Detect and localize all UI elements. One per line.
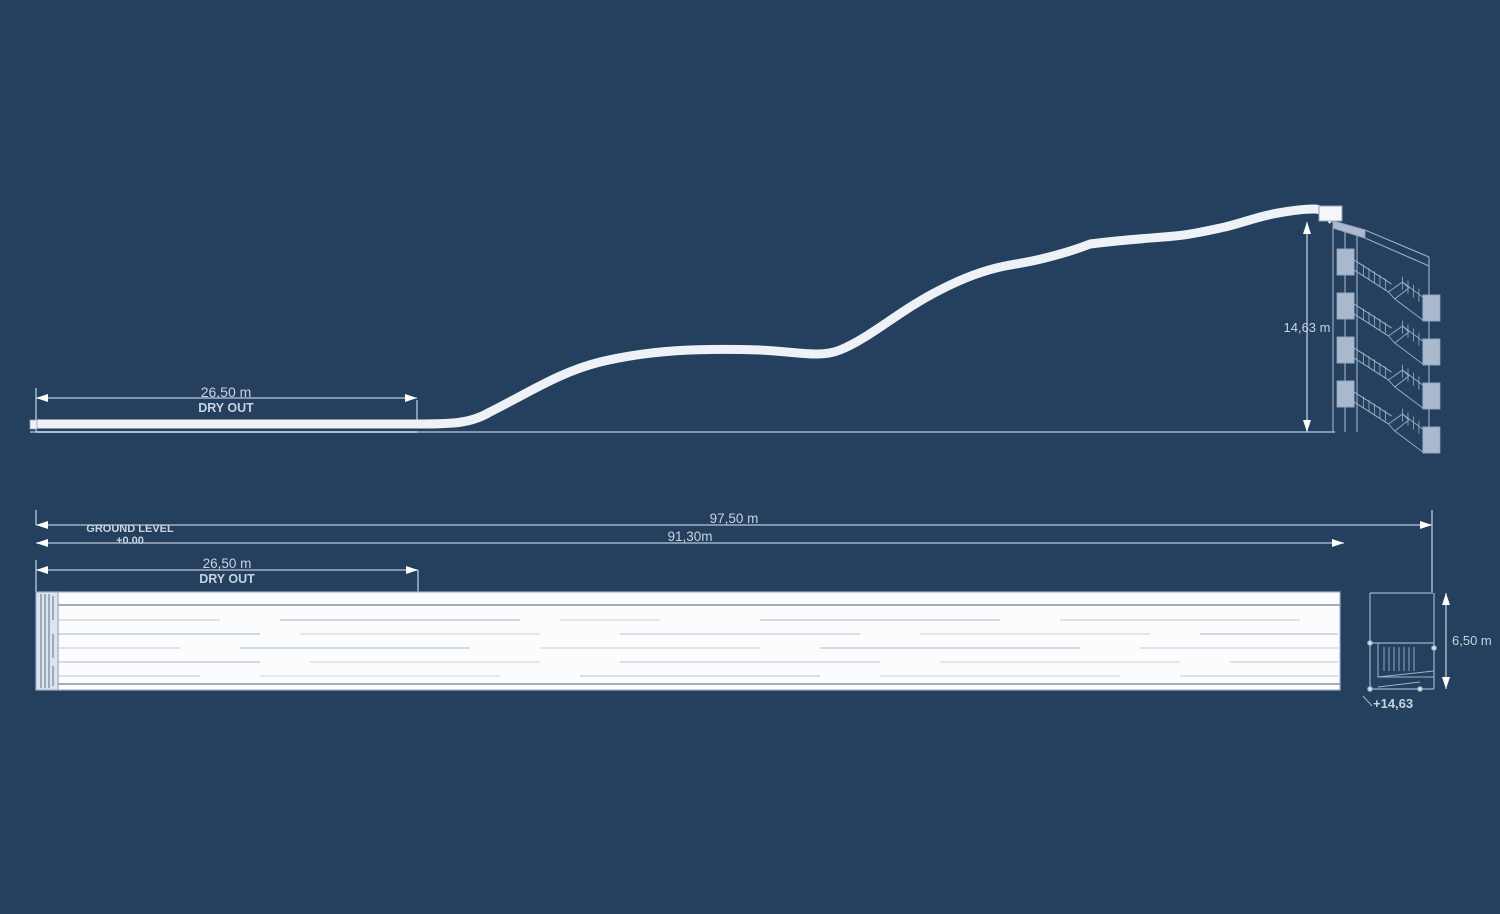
svg-text:26,50 m: 26,50 m bbox=[201, 384, 252, 400]
svg-text:6,50 m: 6,50 m bbox=[1452, 633, 1492, 648]
svg-text:+0.00: +0.00 bbox=[116, 535, 144, 547]
svg-text:GROUND LEVEL: GROUND LEVEL bbox=[86, 523, 174, 535]
svg-text:DRY OUT: DRY OUT bbox=[199, 572, 255, 586]
svg-text:+14,63: +14,63 bbox=[1373, 696, 1413, 711]
svg-text:97,50 m: 97,50 m bbox=[710, 511, 759, 526]
svg-text:14,63 m: 14,63 m bbox=[1284, 320, 1331, 335]
svg-text:91,30m: 91,30m bbox=[667, 529, 712, 544]
svg-text:DRY OUT: DRY OUT bbox=[198, 401, 254, 415]
svg-text:26,50 m: 26,50 m bbox=[203, 556, 252, 571]
